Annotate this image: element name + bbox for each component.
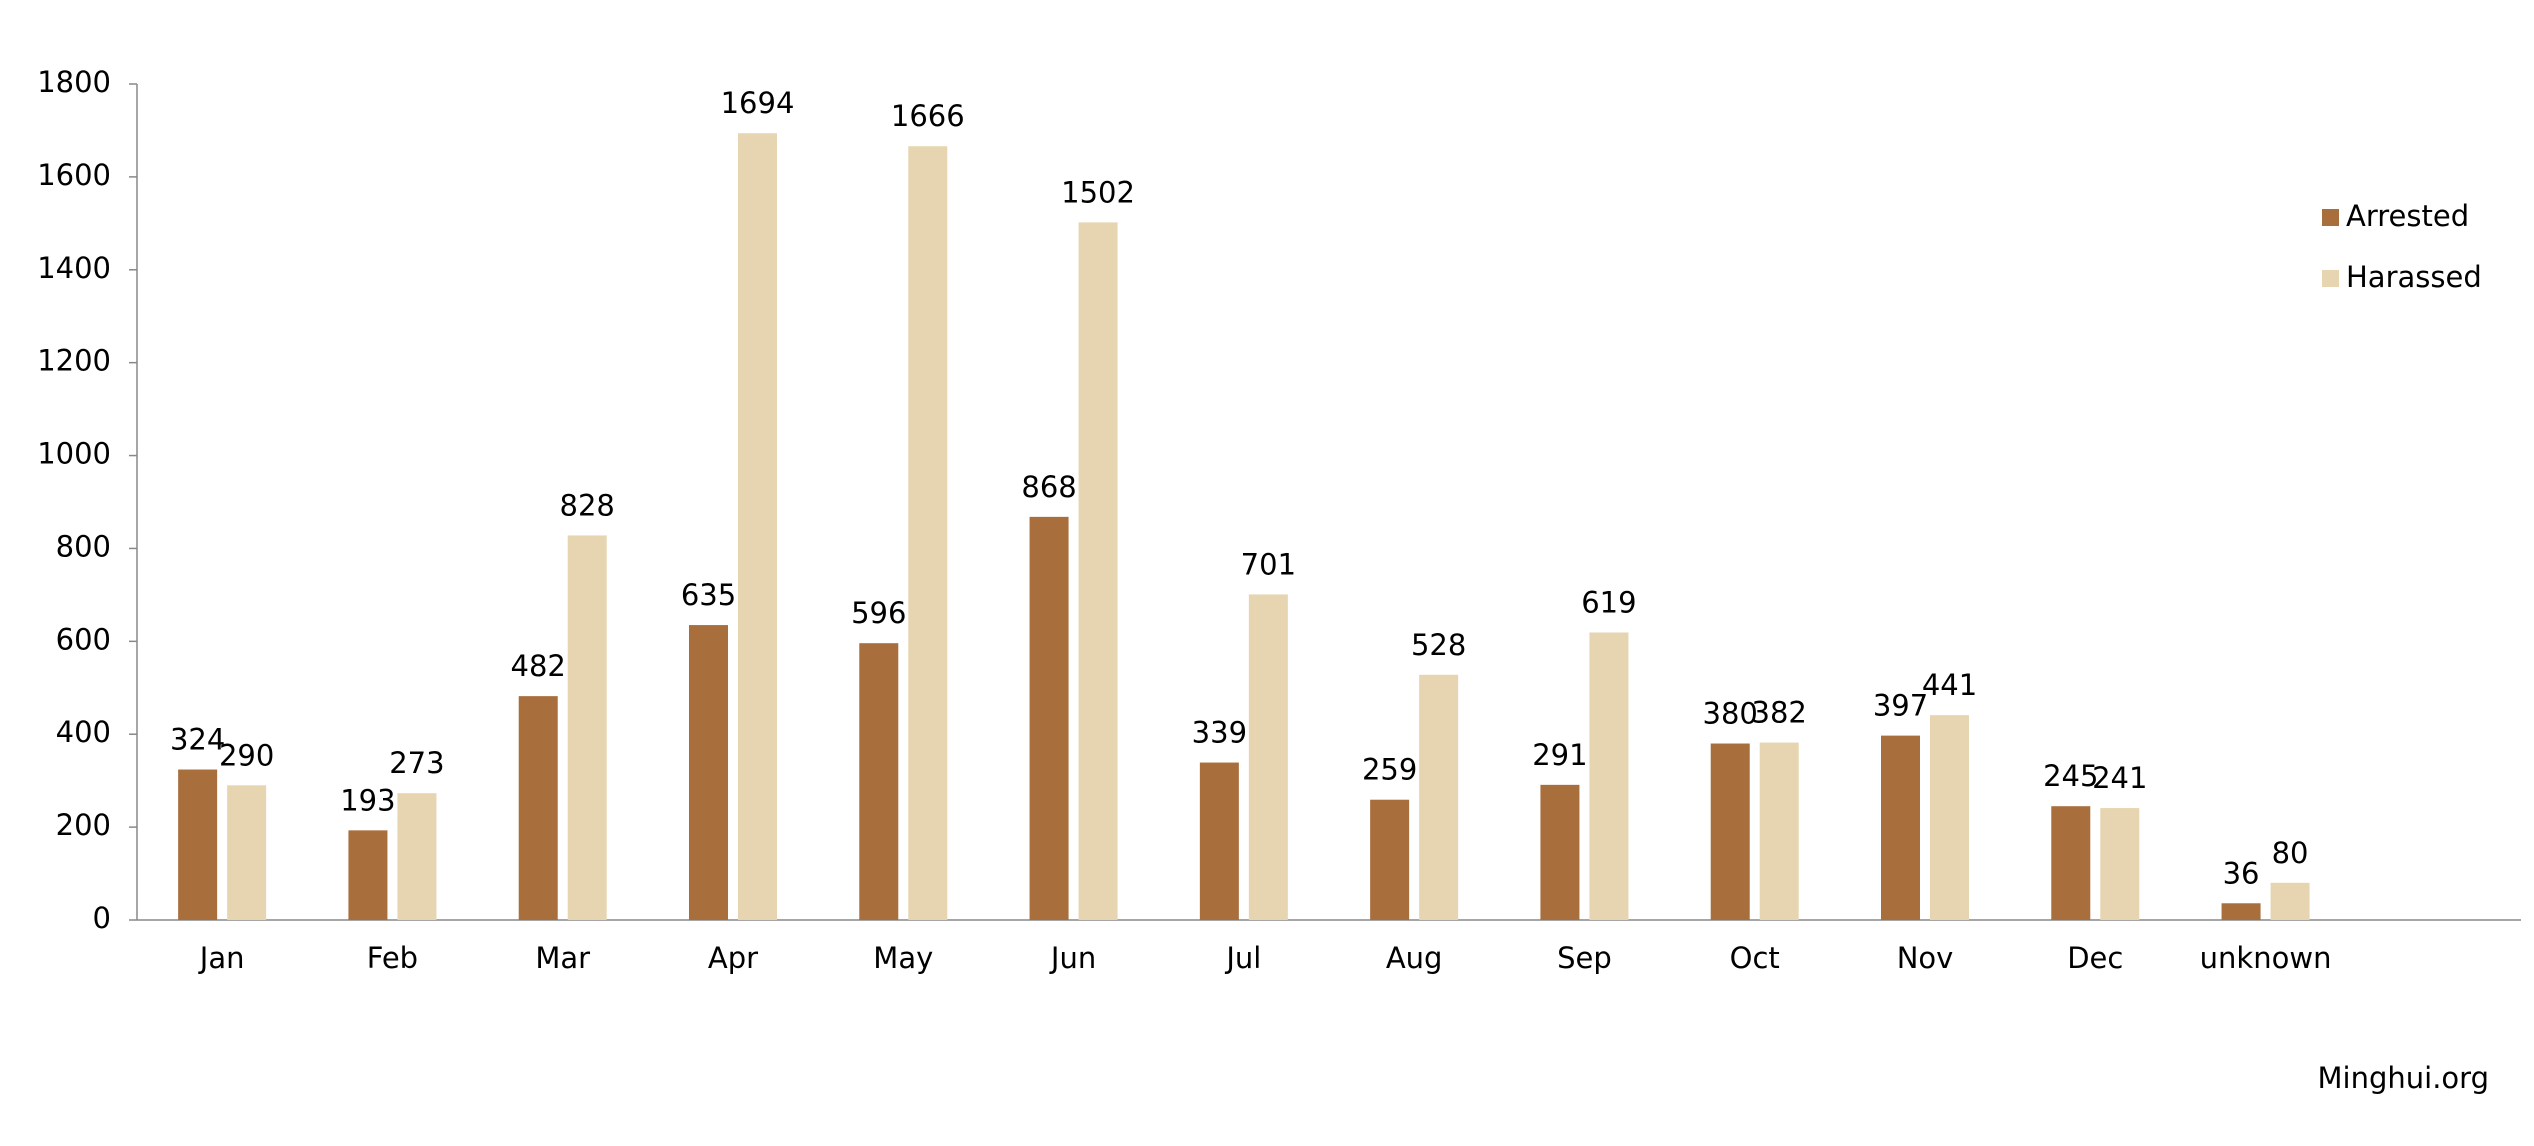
x-tick-label: May [873, 941, 933, 975]
value-label: 1666 [891, 99, 965, 133]
value-label: 868 [1021, 470, 1076, 504]
bar [1199, 762, 1239, 920]
value-label: 619 [1581, 586, 1636, 620]
value-label: 259 [1362, 753, 1417, 787]
bar [1881, 735, 1920, 920]
x-tick-label: Jan [198, 941, 245, 975]
bar [178, 769, 218, 920]
value-label: 701 [1241, 547, 1296, 581]
legend-swatch [2322, 209, 2339, 226]
x-tick-label: Feb [367, 941, 418, 975]
bar [1930, 715, 1969, 920]
legend-label: Arrested [2346, 199, 2469, 233]
value-label: 482 [511, 649, 566, 683]
bar [1589, 632, 1629, 920]
x-tick-label: Sep [1557, 941, 1612, 975]
x-tick-label: Apr [708, 941, 758, 975]
value-label: 36 [2223, 856, 2260, 890]
value-label: 291 [1532, 738, 1587, 772]
bar [2051, 806, 2091, 920]
y-tick-label: 400 [56, 715, 111, 749]
bar [567, 535, 607, 920]
bar [1370, 799, 1410, 920]
value-label: 596 [851, 596, 906, 630]
value-label: 1694 [721, 86, 795, 120]
bar [908, 146, 948, 921]
bar [859, 643, 899, 920]
x-tick-label: Dec [2067, 941, 2123, 975]
legend-swatch [2322, 270, 2339, 287]
bar [1248, 594, 1288, 920]
bar [689, 625, 728, 920]
bar [1029, 516, 1069, 920]
x-tick-label: Oct [1730, 941, 1780, 975]
value-label: 241 [2092, 761, 2147, 795]
value-label: 80 [2272, 836, 2309, 870]
bar [227, 785, 267, 920]
value-label: 380 [1703, 697, 1758, 731]
value-label: 1502 [1061, 175, 1135, 209]
bar [2221, 903, 2261, 920]
value-label: 290 [219, 738, 274, 772]
x-tick-label: Aug [1386, 941, 1443, 975]
value-label: 635 [681, 578, 736, 612]
y-tick-label: 800 [56, 529, 111, 563]
y-tick-label: 1400 [37, 251, 111, 285]
value-label: 441 [1922, 668, 1977, 702]
value-label: 828 [560, 488, 615, 522]
bar [738, 133, 777, 921]
x-tick-label: Mar [535, 941, 590, 975]
value-label: 528 [1411, 628, 1466, 662]
x-tick-label: Jun [1049, 941, 1096, 975]
legend-label: Harassed [2346, 260, 2482, 294]
y-tick-label: 1000 [37, 437, 111, 471]
bar [2100, 808, 2140, 920]
bar [1078, 222, 1118, 921]
source: Minghui.org [2318, 1061, 2489, 1095]
bar [1419, 674, 1459, 920]
y-tick-label: 0 [93, 901, 111, 935]
y-tick-label: 600 [56, 622, 111, 656]
bar [518, 696, 558, 920]
value-label: 382 [1752, 696, 1807, 730]
x-tick-label: Jul [1224, 941, 1261, 975]
value-label: 245 [2043, 759, 2098, 793]
y-tick-label: 1800 [37, 65, 111, 99]
value-label: 273 [389, 746, 444, 780]
y-tick-label: 1600 [37, 158, 111, 192]
value-label: 193 [340, 783, 395, 817]
value-label: 397 [1873, 689, 1928, 723]
value-label: 339 [1192, 716, 1247, 750]
bar [2270, 882, 2310, 920]
y-tick-label: 1200 [37, 344, 111, 378]
y-tick-label: 200 [56, 808, 111, 842]
x-tick-label: Nov [1897, 941, 1954, 975]
bar [1759, 742, 1799, 920]
bar [1710, 743, 1750, 920]
bar [397, 793, 437, 920]
x-tick-label: unknown [2200, 941, 2332, 975]
bar [348, 830, 388, 920]
value-label: 324 [170, 723, 225, 757]
bar [1540, 784, 1580, 920]
